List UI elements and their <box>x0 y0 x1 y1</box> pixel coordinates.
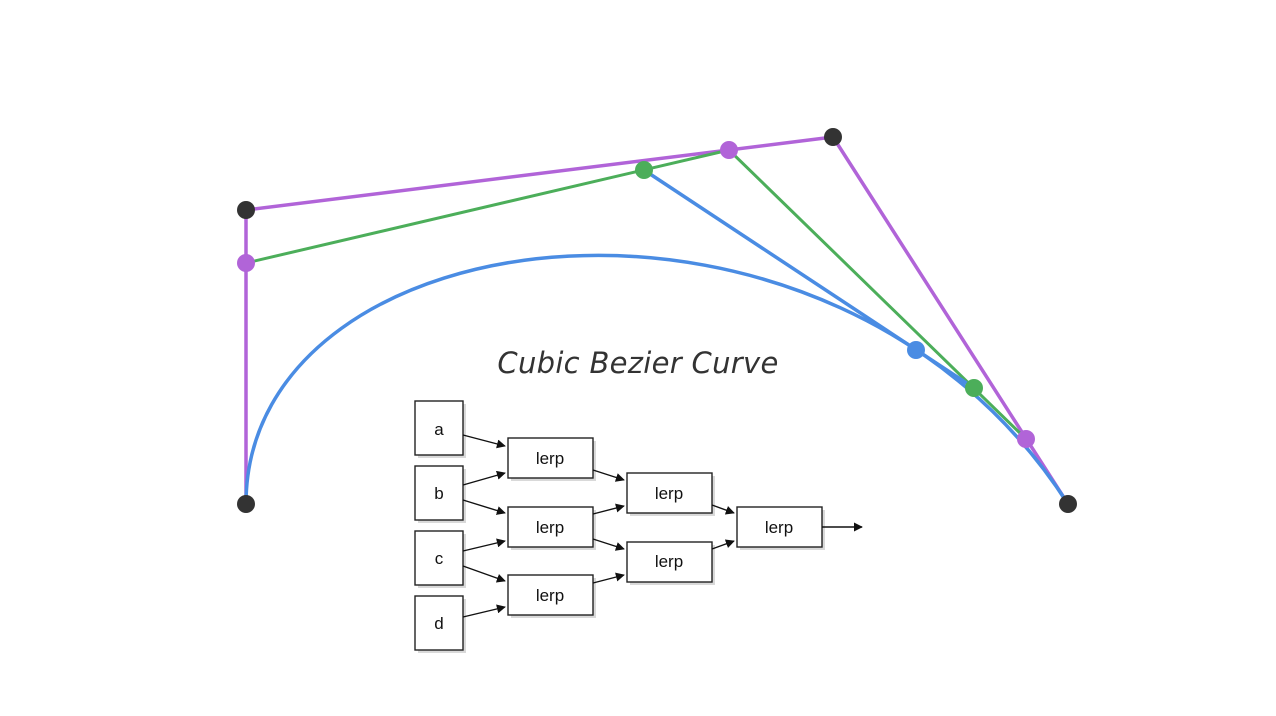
lerp-box-4: lerp <box>626 472 715 516</box>
lerp-box-5: lerp <box>626 541 715 585</box>
arrow-lerp3-lerp5 <box>592 572 625 584</box>
control-point-p2 <box>824 128 842 146</box>
arrow-d-lerp3 <box>462 604 506 618</box>
arrow-b-lerp1 <box>462 470 506 486</box>
input-box-d: d <box>414 595 466 653</box>
lerp-label: lerp <box>765 518 793 537</box>
lerp-box-3: lerp <box>507 574 596 618</box>
arrow-c-lerp3 <box>462 565 506 583</box>
control-point-p1 <box>237 201 255 219</box>
lerp-point-cd <box>1017 430 1035 448</box>
arrow-b-lerp2 <box>462 499 506 515</box>
lerp-point-ab <box>237 254 255 272</box>
lerp-label: lerp <box>536 518 564 537</box>
arrow-a-lerp1 <box>462 434 506 449</box>
lerp-label: lerp <box>536 586 564 605</box>
arrow-lerp1-lerp4 <box>592 469 625 482</box>
input-box-a: a <box>414 400 466 458</box>
curve-point <box>907 341 925 359</box>
lerp-diagram: a b c d lerp lerp <box>414 400 863 653</box>
input-label-b: b <box>434 484 443 503</box>
control-point-p3 <box>1059 495 1077 513</box>
control-polygon <box>244 135 1070 505</box>
lerp-box-2: lerp <box>507 506 596 550</box>
arrow-lerp2-lerp4 <box>592 503 625 515</box>
bezier-curve <box>244 253 1070 505</box>
control-point-p0 <box>237 495 255 513</box>
input-label-c: c <box>435 549 444 568</box>
bezier-construction <box>237 128 1077 513</box>
second-level-line-2 <box>727 148 1028 441</box>
lerp-label: lerp <box>536 449 564 468</box>
arrow-lerp2-lerp5 <box>592 538 625 551</box>
lerp-label: lerp <box>655 484 683 503</box>
lerp-label: lerp <box>655 552 683 571</box>
second-level-line-1 <box>245 148 730 265</box>
arrow-lerp5-lerp6 <box>711 539 735 550</box>
page-title: Cubic Bezier Curve <box>497 346 778 380</box>
input-box-b: b <box>414 465 466 523</box>
lerp-box-6: lerp <box>736 506 825 550</box>
input-label-a: a <box>434 420 444 439</box>
lerp-box-1: lerp <box>507 437 596 481</box>
arrow-lerp4-lerp6 <box>711 504 735 515</box>
lerp-point-bcd <box>965 379 983 397</box>
input-label-d: d <box>434 614 443 633</box>
arrow-c-lerp2 <box>462 538 506 552</box>
lerp-point-bc <box>720 141 738 159</box>
input-box-c: c <box>414 530 466 588</box>
lerp-point-abc <box>635 161 653 179</box>
